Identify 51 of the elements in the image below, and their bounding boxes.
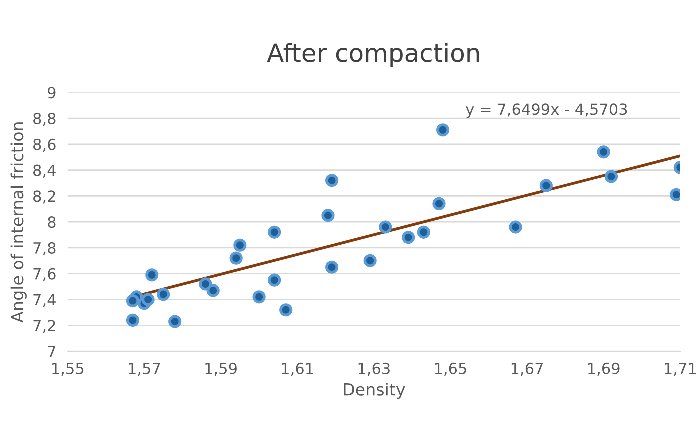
point [126, 294, 140, 308]
y-tick-label: 8,4 [34, 164, 56, 178]
y-tick-label: 7,6 [34, 268, 56, 282]
y-tick-label: 8 [48, 216, 56, 228]
x-tick-label: 1,65 [435, 362, 466, 376]
point [322, 209, 335, 222]
x-tick-label: 1,59 [206, 362, 237, 376]
point [432, 197, 446, 210]
point [142, 293, 155, 306]
point [199, 278, 212, 291]
point [540, 179, 553, 192]
point [326, 260, 339, 274]
x-tick-label: 1,67 [512, 362, 543, 376]
point [268, 274, 282, 287]
point [604, 170, 618, 184]
point [436, 124, 450, 137]
x-tick-label: 1,61 [282, 362, 314, 376]
point [326, 174, 339, 188]
x-tick-label: 1,63 [358, 362, 390, 376]
x-tick-label: 1,71 [665, 363, 696, 376]
annotation: y = 7,6499x - 4,5703 [466, 104, 628, 118]
point [364, 254, 377, 268]
y-tick-label: 7,4 [34, 294, 56, 308]
point [280, 304, 293, 317]
y-tick-label: 8,2 [34, 190, 56, 204]
point [509, 220, 522, 234]
point [234, 238, 247, 252]
point [252, 290, 266, 304]
point [597, 146, 610, 159]
point [168, 315, 182, 328]
y-tick-label: 8,6 [34, 138, 56, 152]
chart-title: After compaction [267, 43, 480, 68]
point [402, 231, 416, 244]
point [146, 268, 159, 282]
point [126, 314, 140, 328]
x-tick-label: 1,69 [588, 362, 620, 376]
x-tick-label: 1,55 [52, 363, 84, 376]
y-tick-label: 7 [48, 346, 56, 358]
x-tick-label: 1,57 [129, 363, 160, 376]
y-tick-label: 7,8 [34, 242, 56, 256]
point [157, 288, 170, 302]
point [206, 284, 220, 298]
y-tick-label: 7,2 [34, 320, 56, 334]
point [379, 220, 392, 234]
point [230, 252, 243, 265]
y-tick-label: 9 [48, 87, 56, 99]
point [268, 226, 282, 239]
y-tick-label: 8,8 [34, 112, 56, 126]
x-axis-title: Density [344, 382, 406, 400]
point [417, 226, 430, 239]
y-axis-title: Angle of internal friction [10, 122, 27, 323]
